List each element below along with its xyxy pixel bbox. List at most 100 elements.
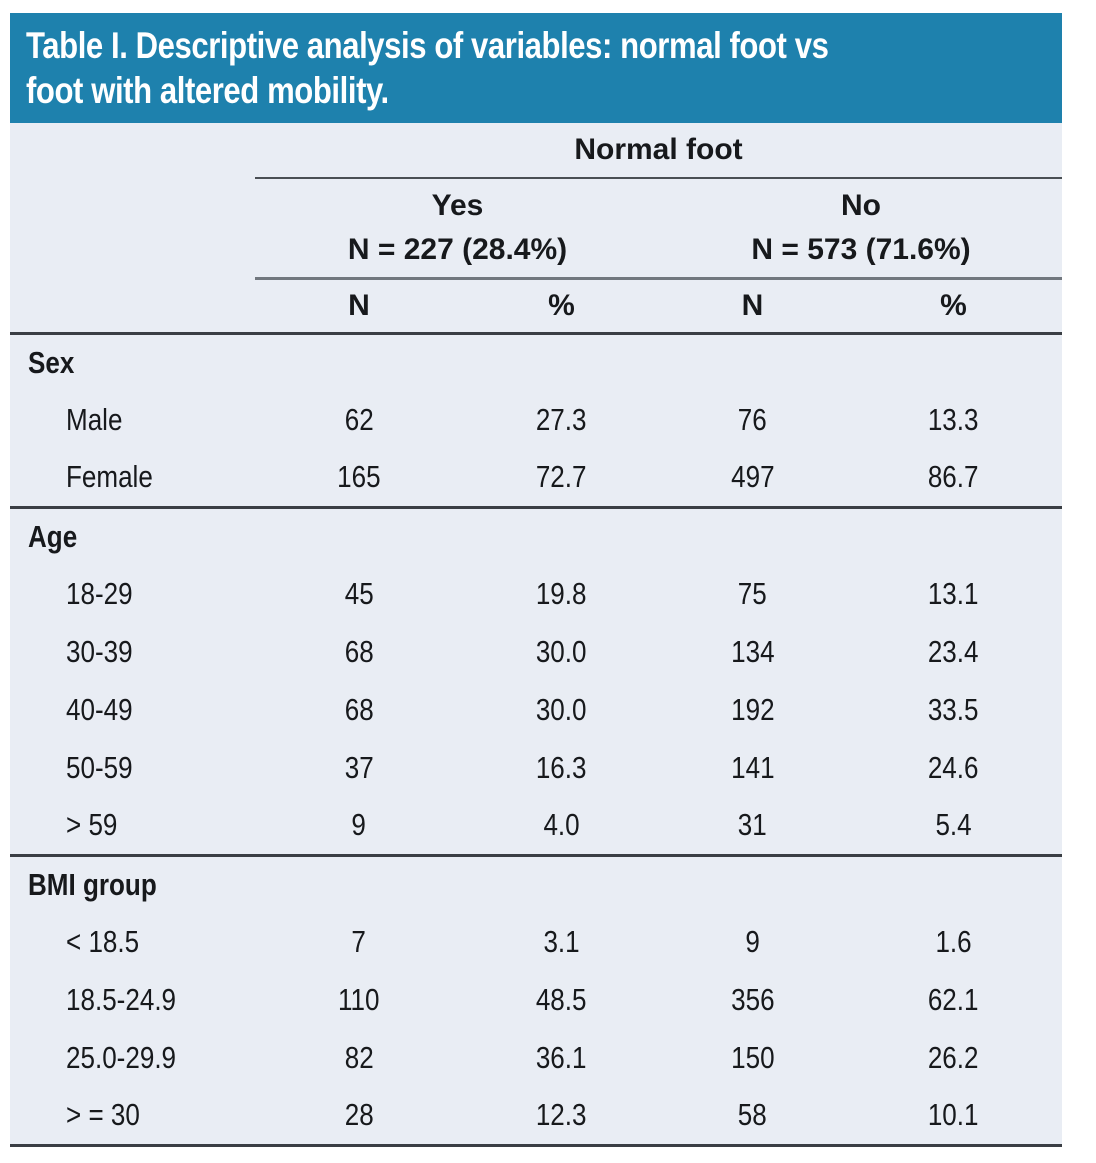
- cell-no-n: 356: [730, 982, 775, 1017]
- section-header-sex: Sex: [10, 333, 1062, 391]
- table-title-bar: Table I. Descriptive analysis of variabl…: [10, 13, 1062, 123]
- cell-yes-n: 7: [351, 924, 367, 959]
- empty-corner-cell: [10, 178, 255, 278]
- cell-yes-pct: 72.7: [463, 449, 660, 509]
- descriptive-table: Normal foot Yes N = 227 (28.4%) No N = 5…: [10, 123, 1063, 1147]
- cell-yes-n: 9: [255, 797, 463, 857]
- cell-yes-n: 68: [344, 692, 374, 727]
- row-label: 18.5-24.9: [66, 982, 177, 1017]
- cell-no-n: 192: [730, 692, 775, 727]
- section-header-bmi: BMI group: [10, 855, 1062, 913]
- row-label-cell: > 59: [10, 797, 255, 857]
- row-label-cell: 40-49: [10, 681, 255, 739]
- empty-corner-cell: [10, 278, 255, 335]
- cell-no-pct: 13.3: [928, 402, 979, 437]
- normal-foot-header: Normal foot: [574, 133, 743, 166]
- cell-no-n: 9: [745, 924, 760, 959]
- subgroup-no-count: N = 573 (71.6%): [751, 232, 971, 266]
- row-label-cell: 25.0-29.9: [10, 1029, 255, 1087]
- cell-yes-n: 37: [344, 750, 374, 785]
- row-label-cell: 18.5-24.9: [10, 971, 255, 1029]
- cell-no-pct: 24.6: [928, 750, 979, 785]
- cell-yes-pct: 3.1: [543, 924, 580, 959]
- table-row: 30-39 68 30.0 134 23.4: [10, 623, 1062, 681]
- section-label: BMI group: [28, 866, 157, 902]
- table-card: Table I. Descriptive analysis of variabl…: [10, 13, 1063, 1147]
- table-row: 18-29 45 19.8 75 13.1: [10, 565, 1062, 623]
- row-label: > 59: [66, 807, 118, 843]
- header-row-columns: N % N %: [10, 278, 1063, 335]
- row-label: < 18.5: [66, 924, 140, 959]
- cell-no-pct: 13.1: [928, 576, 979, 611]
- table-row: Female 165 72.7 497 86.7: [10, 449, 1063, 509]
- cell-yes-n: 82: [344, 1040, 374, 1075]
- header-row-group: Normal foot: [10, 123, 1063, 179]
- subgroup-yes-label: Yes: [431, 188, 484, 222]
- table-row: 25.0-29.9 82 36.1 150 26.2: [10, 1029, 1062, 1087]
- cell-no-n: 141: [730, 750, 775, 785]
- cell-yes-pct: 4.0: [463, 797, 660, 857]
- cell-no-pct: 86.7: [845, 449, 1063, 509]
- empty-corner-cell: [10, 123, 255, 178]
- cell-yes-n: 165: [255, 449, 463, 509]
- cell-yes-n: 28: [255, 1087, 463, 1147]
- column-header-no-pct: %: [845, 278, 1063, 335]
- cell-yes-n: 62: [344, 402, 374, 437]
- cell-no-pct: 62.1: [928, 982, 979, 1017]
- section-header-age: Age: [10, 507, 1062, 565]
- column-header-no-n: N: [660, 278, 845, 335]
- cell-yes-pct: 19.8: [536, 576, 587, 611]
- cell-no-n: 134: [730, 634, 775, 669]
- cell-no-n: 75: [738, 576, 767, 611]
- cell-no-n: 31: [660, 797, 845, 857]
- table-row: > 59 9 4.0 31 5.4: [10, 797, 1063, 857]
- row-label-cell: 50-59: [10, 739, 255, 797]
- row-label: 50-59: [66, 750, 133, 785]
- cell-no-pct: 10.1: [845, 1087, 1063, 1147]
- cell-no-pct: 1.6: [935, 924, 972, 959]
- cell-yes-pct: 12.3: [463, 1087, 660, 1147]
- subgroup-no-label: No: [841, 188, 881, 222]
- cell-yes-pct: 30.0: [536, 692, 587, 727]
- cell-yes-n: 45: [344, 576, 374, 611]
- row-label-cell: > = 30: [10, 1087, 255, 1147]
- row-label: 30-39: [66, 634, 133, 669]
- cell-no-n: 150: [730, 1040, 775, 1075]
- cell-yes-pct: 48.5: [536, 982, 587, 1017]
- table-row: < 18.5 7 3.1 9 1.6: [10, 913, 1062, 971]
- row-label-cell: 30-39: [10, 623, 255, 681]
- table-title: Table I. Descriptive analysis of variabl…: [26, 25, 829, 111]
- row-label: Female: [66, 459, 153, 495]
- row-label: 25.0-29.9: [66, 1040, 177, 1075]
- table-row: 18.5-24.9 110 48.5 356 62.1: [10, 971, 1062, 1029]
- table-row: Male 62 27.3 76 13.3: [10, 391, 1062, 449]
- row-label: 18-29: [66, 576, 133, 611]
- row-label: 40-49: [66, 692, 133, 727]
- table-row: > = 30 28 12.3 58 10.1: [10, 1087, 1063, 1147]
- cell-yes-pct: 27.3: [536, 402, 587, 437]
- cell-no-pct: 23.4: [928, 634, 979, 669]
- table-row: 40-49 68 30.0 192 33.5: [10, 681, 1062, 739]
- cell-yes-pct: 30.0: [536, 634, 587, 669]
- row-label-cell: < 18.5: [10, 913, 255, 971]
- subgroup-yes-cell: Yes N = 227 (28.4%): [255, 178, 660, 280]
- row-label-cell: Male: [10, 391, 255, 449]
- cell-no-pct: 26.2: [928, 1040, 979, 1075]
- cell-yes-pct: 36.1: [536, 1040, 587, 1075]
- subgroup-yes-count: N = 227 (28.4%): [347, 232, 568, 266]
- row-label: > = 30: [66, 1097, 140, 1133]
- cell-no-n: 58: [660, 1087, 845, 1147]
- section-label: Sex: [28, 344, 75, 380]
- column-header-yes-pct: %: [463, 278, 660, 335]
- row-label: Male: [66, 402, 123, 437]
- cell-no-n: 76: [738, 402, 767, 437]
- cell-no-pct: 5.4: [845, 797, 1063, 857]
- row-label-cell: Female: [10, 449, 255, 509]
- section-label: Age: [28, 518, 78, 554]
- cell-yes-n: 68: [344, 634, 374, 669]
- normal-foot-header-cell: Normal foot: [255, 123, 1063, 179]
- subgroup-no-cell: No N = 573 (71.6%): [660, 178, 1063, 280]
- cell-no-pct: 33.5: [928, 692, 979, 727]
- table-row: 50-59 37 16.3 141 24.6: [10, 739, 1062, 797]
- cell-no-n: 497: [660, 449, 845, 509]
